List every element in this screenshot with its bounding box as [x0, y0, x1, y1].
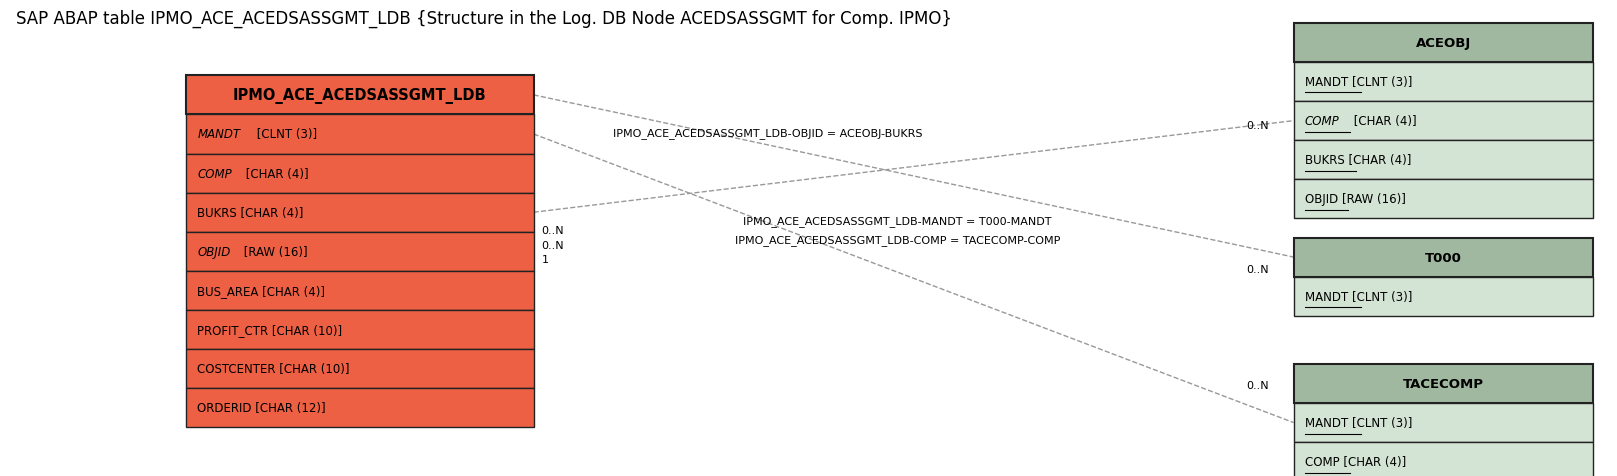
- Text: PROFIT_CTR [CHAR (10)]: PROFIT_CTR [CHAR (10)]: [197, 323, 343, 337]
- Text: MANDT [CLNT (3)]: MANDT [CLNT (3)]: [1305, 76, 1412, 89]
- Text: 0..N: 0..N: [1247, 381, 1269, 390]
- Text: MANDT [CLNT (3)]: MANDT [CLNT (3)]: [1305, 290, 1412, 303]
- Text: [RAW (16)]: [RAW (16)]: [241, 245, 307, 258]
- Bar: [1294, 180, 1593, 219]
- Text: [CHAR (4)]: [CHAR (4)]: [1350, 115, 1416, 128]
- Bar: [186, 310, 534, 349]
- Bar: [186, 154, 534, 193]
- Text: COSTCENTER [CHAR (10)]: COSTCENTER [CHAR (10)]: [197, 362, 349, 376]
- Text: 0..N: 0..N: [542, 240, 564, 250]
- Text: 0..N: 0..N: [1247, 121, 1269, 131]
- Text: OBJID: OBJID: [197, 245, 231, 258]
- Text: TACECOMP: TACECOMP: [1402, 377, 1484, 390]
- Text: T000: T000: [1425, 251, 1462, 264]
- Bar: [186, 193, 534, 232]
- Bar: [1294, 238, 1593, 277]
- Text: MANDT: MANDT: [1305, 76, 1349, 89]
- Text: OBJID [RAW (16)]: OBJID [RAW (16)]: [1305, 193, 1405, 206]
- Bar: [1294, 141, 1593, 180]
- Text: [CHAR (4)]: [CHAR (4)]: [243, 167, 309, 180]
- Bar: [1294, 403, 1593, 442]
- Text: 1: 1: [542, 255, 548, 264]
- Text: SAP ABAP table IPMO_ACE_ACEDSASSGMT_LDB {Structure in the Log. DB Node ACEDSASSG: SAP ABAP table IPMO_ACE_ACEDSASSGMT_LDB …: [16, 10, 952, 28]
- Bar: [186, 271, 534, 310]
- Text: BUS_AREA [CHAR (4)]: BUS_AREA [CHAR (4)]: [197, 284, 325, 298]
- Bar: [186, 76, 534, 115]
- Text: 0..N: 0..N: [542, 226, 564, 236]
- Text: IPMO_ACE_ACEDSASSGMT_LDB-OBJID = ACEOBJ-BUKRS: IPMO_ACE_ACEDSASSGMT_LDB-OBJID = ACEOBJ-…: [613, 128, 923, 139]
- Bar: [1294, 63, 1593, 102]
- Bar: [186, 115, 534, 154]
- Text: BUKRS: BUKRS: [1305, 154, 1345, 167]
- Text: IPMO_ACE_ACEDSASSGMT_LDB-MANDT = T000-MANDT: IPMO_ACE_ACEDSASSGMT_LDB-MANDT = T000-MA…: [744, 216, 1051, 227]
- Bar: [186, 388, 534, 427]
- Bar: [186, 232, 534, 271]
- Text: MANDT: MANDT: [1305, 290, 1349, 303]
- Text: COMP: COMP: [1305, 115, 1339, 128]
- Text: MANDT [CLNT (3)]: MANDT [CLNT (3)]: [1305, 416, 1412, 429]
- Text: OBJID: OBJID: [1305, 193, 1339, 206]
- Text: IPMO_ACE_ACEDSASSGMT_LDB-COMP = TACECOMP-COMP: IPMO_ACE_ACEDSASSGMT_LDB-COMP = TACECOMP…: [734, 235, 1061, 246]
- Bar: [1294, 24, 1593, 63]
- Text: IPMO_ACE_ACEDSASSGMT_LDB: IPMO_ACE_ACEDSASSGMT_LDB: [233, 88, 487, 104]
- Text: ACEOBJ: ACEOBJ: [1415, 37, 1471, 50]
- Text: [CLNT (3)]: [CLNT (3)]: [252, 128, 317, 141]
- Text: ORDERID [CHAR (12)]: ORDERID [CHAR (12)]: [197, 401, 327, 415]
- Bar: [1294, 102, 1593, 141]
- Text: MANDT: MANDT: [1305, 416, 1349, 429]
- Text: BUKRS [CHAR (4)]: BUKRS [CHAR (4)]: [1305, 154, 1412, 167]
- Bar: [1294, 364, 1593, 403]
- Text: COMP: COMP: [1305, 455, 1339, 468]
- Text: COMP [CHAR (4)]: COMP [CHAR (4)]: [1305, 455, 1407, 468]
- Text: 0..N: 0..N: [1247, 264, 1269, 274]
- Bar: [1294, 442, 1593, 476]
- Text: COMP: COMP: [197, 167, 231, 180]
- Bar: [1294, 277, 1593, 316]
- Text: BUKRS [CHAR (4)]: BUKRS [CHAR (4)]: [197, 206, 304, 219]
- Text: MANDT: MANDT: [197, 128, 241, 141]
- Bar: [186, 349, 534, 388]
